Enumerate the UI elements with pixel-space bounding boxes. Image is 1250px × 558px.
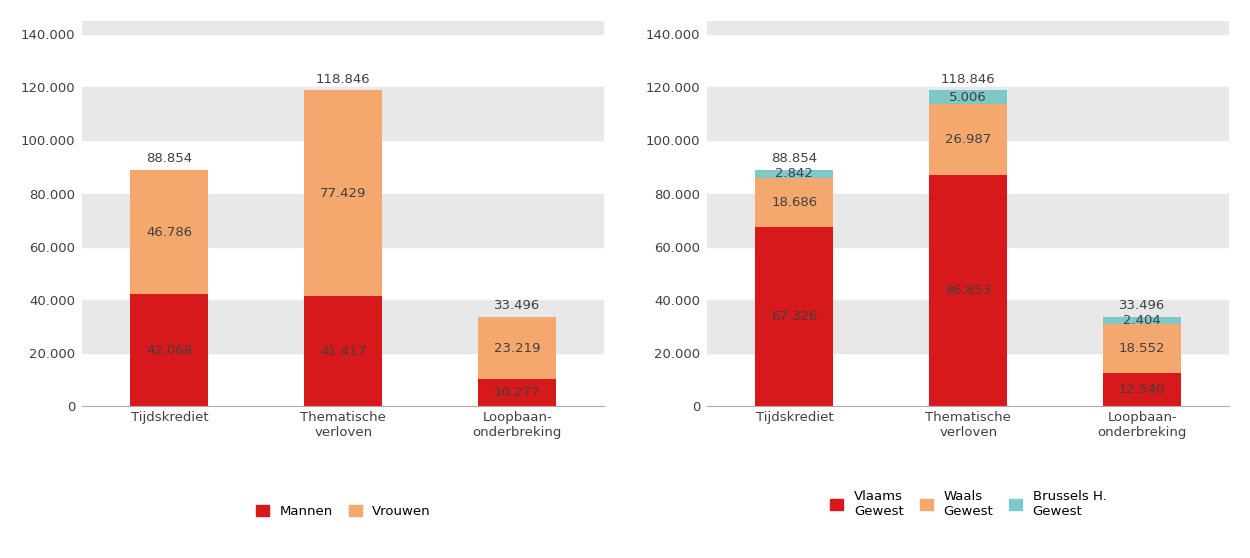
Bar — [929, 90, 1008, 104]
Bar — [478, 318, 556, 379]
Bar — [707, 194, 1229, 247]
Bar — [82, 87, 604, 141]
Bar — [707, 300, 1229, 353]
Text: 23.219: 23.219 — [494, 341, 540, 354]
Text: 118.846: 118.846 — [941, 73, 995, 85]
Text: 33.496: 33.496 — [1119, 300, 1165, 312]
Bar — [82, 194, 604, 247]
Text: 33.496: 33.496 — [494, 300, 540, 312]
Bar — [82, 300, 604, 353]
Text: 46.786: 46.786 — [146, 226, 192, 239]
Bar — [130, 170, 209, 295]
Bar — [755, 177, 834, 227]
Bar — [707, 87, 1229, 141]
Text: 77.429: 77.429 — [320, 187, 366, 200]
Bar — [82, 21, 604, 34]
Legend: Mannen, Vrouwen: Mannen, Vrouwen — [250, 499, 436, 523]
Text: 67.326: 67.326 — [771, 310, 818, 323]
Bar — [929, 175, 1008, 406]
Text: 18.552: 18.552 — [1119, 342, 1165, 355]
Bar — [707, 21, 1229, 34]
Bar — [304, 296, 382, 406]
Bar — [1102, 324, 1181, 373]
Bar — [755, 227, 834, 406]
Text: 2.404: 2.404 — [1124, 314, 1161, 327]
Text: 12.540: 12.540 — [1119, 383, 1165, 396]
Text: 86.853: 86.853 — [945, 285, 991, 297]
Text: 18.686: 18.686 — [771, 196, 818, 209]
Text: 88.854: 88.854 — [771, 152, 818, 165]
Bar — [304, 90, 382, 296]
Text: 88.854: 88.854 — [146, 152, 192, 165]
Text: 10.277: 10.277 — [494, 386, 540, 399]
Bar — [1102, 373, 1181, 406]
Legend: Vlaams
Gewest, Waals
Gewest, Brussels H.
Gewest: Vlaams Gewest, Waals Gewest, Brussels H.… — [825, 484, 1111, 523]
Text: 41.417: 41.417 — [320, 345, 366, 358]
Text: 118.846: 118.846 — [316, 73, 370, 85]
Bar — [1102, 318, 1181, 324]
Text: 26.987: 26.987 — [945, 133, 991, 146]
Bar — [755, 170, 834, 177]
Text: 5.006: 5.006 — [950, 90, 988, 104]
Text: 2.842: 2.842 — [775, 167, 814, 180]
Text: 42.068: 42.068 — [146, 344, 192, 357]
Bar — [478, 379, 556, 406]
Bar — [130, 295, 209, 406]
Bar — [929, 104, 1008, 175]
